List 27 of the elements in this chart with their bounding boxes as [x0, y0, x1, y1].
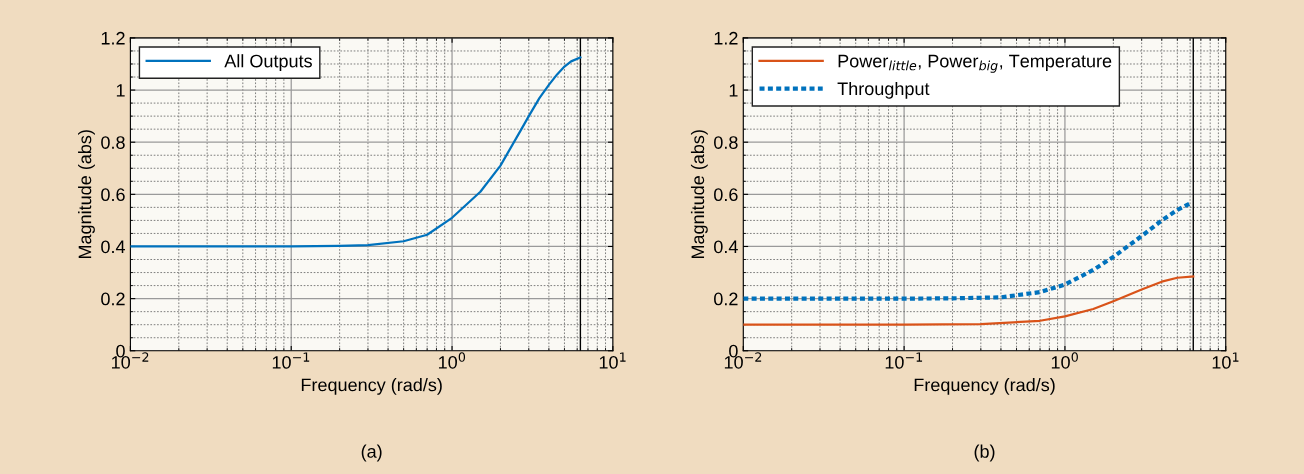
y-tick-label: 0.2 — [714, 292, 738, 306]
legend-label: Power$_{little}$, Power$_{big}$, Temperature — [838, 54, 1112, 73]
y-tick-label: 0.2 — [101, 292, 125, 306]
y-tick-label: 0.8 — [714, 136, 738, 149]
y-tick-label: 0.6 — [714, 188, 738, 202]
y-tick-label: 0.4 — [714, 240, 738, 254]
x-tick-label: 10$^{1}$ — [599, 352, 626, 369]
y-axis-title: Magnitude (abs) — [690, 130, 708, 259]
y-tick-label: 1.2 — [714, 31, 738, 45]
x-tick-label: 10$^{0}$ — [1051, 352, 1078, 369]
x-axis-title: Frequency (rad/s) — [301, 378, 442, 395]
y-tick-label: 1 — [729, 84, 738, 97]
y-tick-label: 0.8 — [101, 136, 125, 149]
x-tick-label: 10$^{−1}$ — [885, 352, 923, 369]
x-tick-label: 10$^{0}$ — [438, 352, 466, 369]
y-tick-label: 1 — [116, 84, 125, 97]
y-tick-label: 1.2 — [101, 31, 125, 45]
x-tick-label: 10$^{1}$ — [1212, 352, 1239, 369]
text: (b) — [974, 444, 995, 462]
y-tick-label: 0.4 — [101, 240, 126, 254]
x-tick-label: 10$^{−1}$ — [272, 352, 310, 369]
x-axis-title: Frequency (rad/s) — [914, 378, 1055, 395]
y-tick-label: 0.6 — [101, 188, 125, 202]
legend-label: All Outputs — [224, 54, 312, 71]
y-axis-title: Magnitude (abs) — [78, 130, 95, 259]
text: (a) — [361, 444, 382, 462]
legend-label: Throughput — [837, 81, 930, 99]
